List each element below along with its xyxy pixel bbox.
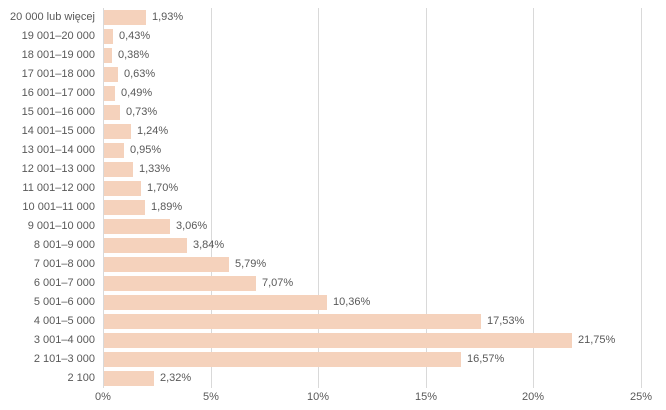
value-label: 7,07% (262, 277, 294, 289)
value-label: 3,84% (193, 239, 225, 251)
category-label: 2 101–3 000 (33, 353, 95, 365)
value-label: 3,06% (176, 220, 208, 232)
bar (104, 238, 187, 253)
value-label: 5,79% (235, 258, 267, 270)
category-label: 7 001–8 000 (33, 258, 95, 270)
bar (104, 48, 112, 63)
bar (104, 200, 145, 215)
category-label: 16 001–17 000 (21, 87, 95, 99)
gridline (533, 8, 534, 388)
x-axis-tick-label: 20% (521, 391, 545, 403)
value-label: 1,70% (147, 182, 179, 194)
value-label: 16,57% (467, 353, 505, 365)
category-label: 9 001–10 000 (27, 220, 95, 232)
x-axis-tick-label: 25% (629, 391, 653, 403)
bar (104, 352, 461, 367)
bar (104, 371, 154, 386)
x-axis-tick-label: 5% (203, 391, 219, 403)
category-label: 10 001–11 000 (22, 201, 95, 213)
bar (104, 219, 170, 234)
category-label: 11 001–12 000 (22, 182, 95, 194)
category-label: 15 001–16 000 (21, 106, 95, 118)
category-label: 5 001–6 000 (33, 296, 95, 308)
category-label: 2 100 (67, 372, 95, 384)
bar (104, 67, 118, 82)
x-axis-tick-label: 15% (414, 391, 438, 403)
x-axis-tick-label: 10% (306, 391, 330, 403)
bar (104, 162, 133, 177)
category-label: 14 001–15 000 (21, 125, 95, 137)
bar (104, 124, 131, 139)
bar (104, 257, 229, 272)
value-label: 2,32% (160, 372, 192, 384)
bar (104, 333, 572, 348)
bar (104, 29, 113, 44)
category-label: 8 001–9 000 (33, 239, 95, 251)
category-label: 18 001–19 000 (21, 49, 95, 61)
category-label: 6 001–7 000 (33, 277, 95, 289)
value-label: 0,38% (118, 49, 150, 61)
category-label: 19 001–20 000 (21, 30, 95, 42)
value-label: 0,95% (130, 144, 162, 156)
category-label: 13 001–14 000 (21, 144, 95, 156)
value-label: 0,73% (126, 106, 158, 118)
value-label: 21,75% (578, 334, 616, 346)
bar (104, 105, 120, 120)
bar (104, 276, 256, 291)
category-label: 4 001–5 000 (33, 315, 95, 327)
value-label: 1,89% (151, 201, 183, 213)
value-label: 1,24% (137, 125, 169, 137)
bar (104, 295, 327, 310)
bar (104, 314, 481, 329)
bar (104, 181, 141, 196)
value-label: 0,63% (124, 68, 156, 80)
category-label: 12 001–13 000 (21, 163, 95, 175)
category-label: 3 001–4 000 (33, 334, 95, 346)
bar (104, 10, 146, 25)
gridline (211, 8, 212, 388)
bar (104, 143, 124, 158)
gridline (641, 8, 642, 388)
gridline (426, 8, 427, 388)
category-label: 20 000 lub więcej (9, 11, 95, 23)
value-label: 0,49% (121, 87, 153, 99)
value-label: 0,43% (119, 30, 151, 42)
gridline (318, 8, 319, 388)
x-axis-tick-label: 0% (95, 391, 111, 403)
bar (104, 86, 115, 101)
value-label: 17,53% (487, 315, 525, 327)
value-label: 1,93% (152, 11, 184, 23)
gridline (103, 8, 104, 388)
value-label: 10,36% (333, 296, 371, 308)
value-label: 1,33% (139, 163, 171, 175)
category-label: 17 001–18 000 (21, 68, 95, 80)
